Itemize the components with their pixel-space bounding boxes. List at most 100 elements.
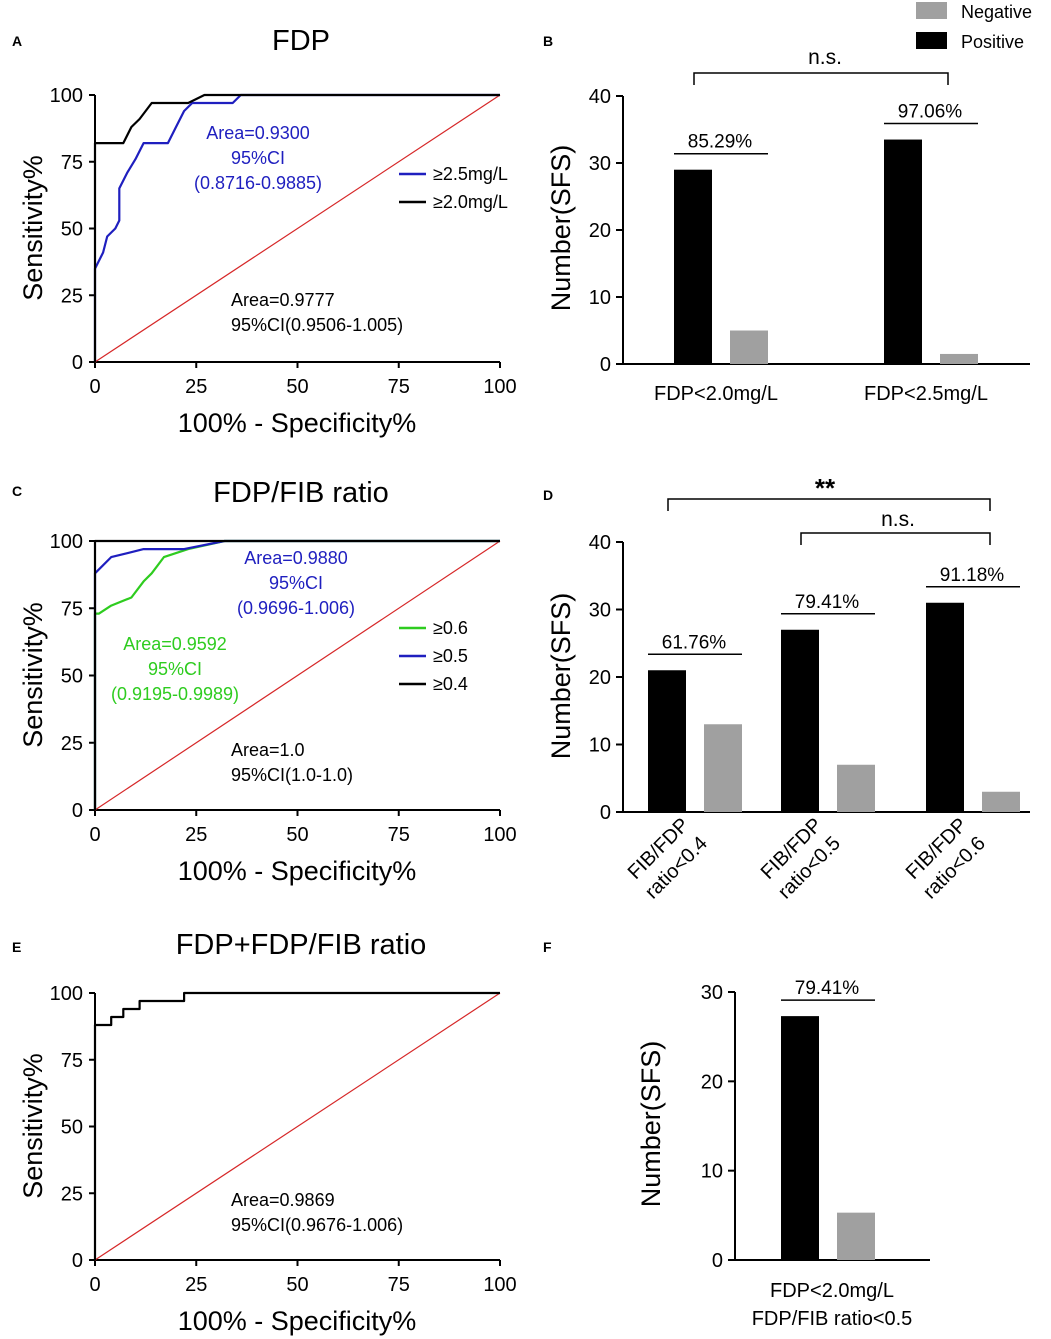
chart-b-significance-label: n.s. <box>808 46 842 69</box>
chart-b-y-tick-label: 40 <box>589 86 611 108</box>
chart-d-bar-positive <box>926 602 964 812</box>
chart-e-reference-line <box>94 992 501 1261</box>
chart-b-category-2: FDP<2.5mg/L <box>864 383 988 405</box>
chart-e-x-tick-label: 100 <box>483 1274 516 1296</box>
chart-c-x-tick-label: 0 <box>89 824 100 846</box>
chart-c-x-tick-label: 100 <box>483 824 516 846</box>
chart-a-x-tick-label: 50 <box>286 376 308 398</box>
chart-d-percent-label: 61.76% <box>662 632 727 653</box>
chart-f-category-line2: FDP/FIB ratio<0.5 <box>752 1308 913 1330</box>
chart-a-y-tick-label: 75 <box>61 152 83 174</box>
chart-a-roc-curve <box>93 93 500 362</box>
chart-a-legend-label-black: ≥2.0mg/L <box>433 192 508 212</box>
chart-a-x-tick-label: 25 <box>185 376 207 398</box>
chart-a-annotation-black-line1: Area=0.9777 <box>231 290 335 310</box>
panel-letter-a: A <box>12 33 22 49</box>
chart-a-x-tick-label: 100 <box>483 376 516 398</box>
chart-a-annotation-blue-line3: (0.8716-0.9885) <box>194 173 322 193</box>
chart-e-x-tick-label: 75 <box>388 1274 410 1296</box>
chart-d-percent-label: 91.18% <box>940 565 1005 586</box>
chart-e-y-tick-label: 50 <box>61 1117 83 1139</box>
chart-e-y-tick-label: 75 <box>61 1050 83 1072</box>
chart-d-bar-positive <box>781 629 819 812</box>
chart-c-x-tick-label: 50 <box>286 824 308 846</box>
chart-f-y-tick-label: 0 <box>712 1250 723 1272</box>
chart-b-percent-label: 85.29% <box>688 132 753 153</box>
chart-a-annotation-blue-line1: Area=0.9300 <box>206 123 310 143</box>
chart-c-annotation-green-line1: Area=0.9592 <box>123 634 227 654</box>
chart-d-bar-negative <box>982 791 1020 812</box>
chart-c-xlabel: 100% - Specificity% <box>178 856 417 886</box>
chart-f-y-tick-label: 30 <box>701 982 723 1004</box>
chart-c-annotation-blue-line3: (0.9696-1.006) <box>237 598 355 618</box>
chart-a-roc-curve <box>93 93 500 362</box>
panel-letter-b: B <box>543 33 553 49</box>
chart-a-x-tick-label: 75 <box>388 376 410 398</box>
chart-c-roc-curve <box>93 539 500 810</box>
chart-d-y-tick-label: 0 <box>600 802 611 824</box>
legend-swatch-positive <box>916 32 947 49</box>
chart-f-category-line1: FDP<2.0mg/L <box>770 1280 894 1302</box>
chart-b-bar-negative <box>730 330 768 364</box>
chart-e-annotation-line1: Area=0.9869 <box>231 1190 335 1210</box>
chart-e-title: FDP+FDP/FIB ratio <box>176 929 427 961</box>
legend-label-negative: Negative <box>961 2 1032 22</box>
chart-f-y-tick-label: 10 <box>701 1161 723 1183</box>
chart-a-title: FDP <box>272 25 330 57</box>
chart-e-ylabel: Sensitivity% <box>18 1053 48 1199</box>
chart-a-legend-label-blue: ≥2.5mg/L <box>433 164 508 184</box>
panel-letter-c: C <box>12 483 22 499</box>
chart-c-y-tick-label: 0 <box>72 800 83 822</box>
chart-b-ylabel: Number(SFS) <box>546 145 576 312</box>
chart-d-significance-bracket <box>667 498 991 511</box>
chart-f-bar-negative <box>837 1212 875 1260</box>
chart-a-y-tick-label: 100 <box>50 85 83 107</box>
chart-b-percent-label: 97.06% <box>898 102 963 123</box>
chart-a-annotation-blue-line2: 95%CI <box>231 148 285 168</box>
chart-d-significance-label-1: ** <box>815 473 836 503</box>
chart-b-bar-positive <box>674 169 712 364</box>
chart-c-y-tick-label: 75 <box>61 598 83 620</box>
chart-d-y-tick-label: 20 <box>589 667 611 689</box>
chart-c-annotation-blue-line1: Area=0.9880 <box>244 548 348 568</box>
chart-d-significance-bracket <box>800 532 991 545</box>
panel-letter-e: E <box>12 939 21 955</box>
chart-a-reference-line <box>94 94 501 363</box>
chart-c-legend-label-blue: ≥0.5 <box>433 646 468 666</box>
chart-e-roc-curve <box>93 991 500 1260</box>
chart-e-xlabel: 100% - Specificity% <box>178 1306 417 1336</box>
chart-d-y-tick-label: 10 <box>589 735 611 757</box>
chart-d-percent-label: 79.41% <box>795 592 860 613</box>
panel-letter-f: F <box>543 939 552 955</box>
chart-c-legend-label-green: ≥0.6 <box>433 618 468 638</box>
chart-f-ylabel: Number(SFS) <box>636 1041 666 1208</box>
chart-d-bar-positive <box>648 670 686 812</box>
chart-e-y-tick-label: 25 <box>61 1183 83 1205</box>
chart-e-y-tick-label: 100 <box>50 983 83 1005</box>
chart-c-annotation-green-line3: (0.9195-0.9989) <box>111 684 239 704</box>
chart-a-y-tick-label: 0 <box>72 352 83 374</box>
chart-c-annotation-blue-line2: 95%CI <box>269 573 323 593</box>
chart-a-annotation-black-line2: 95%CI(0.9506-1.005) <box>231 315 403 335</box>
chart-d-ylabel: Number(SFS) <box>546 593 576 760</box>
chart-b-bar-negative <box>940 353 978 364</box>
chart-c-annotation-green-line2: 95%CI <box>148 659 202 679</box>
chart-c-x-tick-label: 75 <box>388 824 410 846</box>
chart-a-xlabel: 100% - Specificity% <box>178 408 417 438</box>
chart-f-percent-label: 79.41% <box>795 978 860 999</box>
chart-c-ylabel: Sensitivity% <box>18 602 48 748</box>
chart-c-x-tick-label: 25 <box>185 824 207 846</box>
chart-b-y-tick-label: 10 <box>589 287 611 309</box>
chart-c-y-tick-label: 50 <box>61 666 83 688</box>
chart-b-category-1: FDP<2.0mg/L <box>654 383 778 405</box>
chart-d-bar-negative <box>704 724 742 812</box>
chart-d-y-tick-label: 40 <box>589 532 611 554</box>
panel-letter-d: D <box>543 487 553 503</box>
chart-b-significance-bracket <box>693 72 949 85</box>
chart-d-significance-label-2: n.s. <box>881 508 915 531</box>
chart-d-bar-negative <box>837 764 875 812</box>
chart-a-ylabel: Sensitivity% <box>18 155 48 301</box>
chart-e-y-tick-label: 0 <box>72 1250 83 1272</box>
chart-e-x-tick-label: 25 <box>185 1274 207 1296</box>
